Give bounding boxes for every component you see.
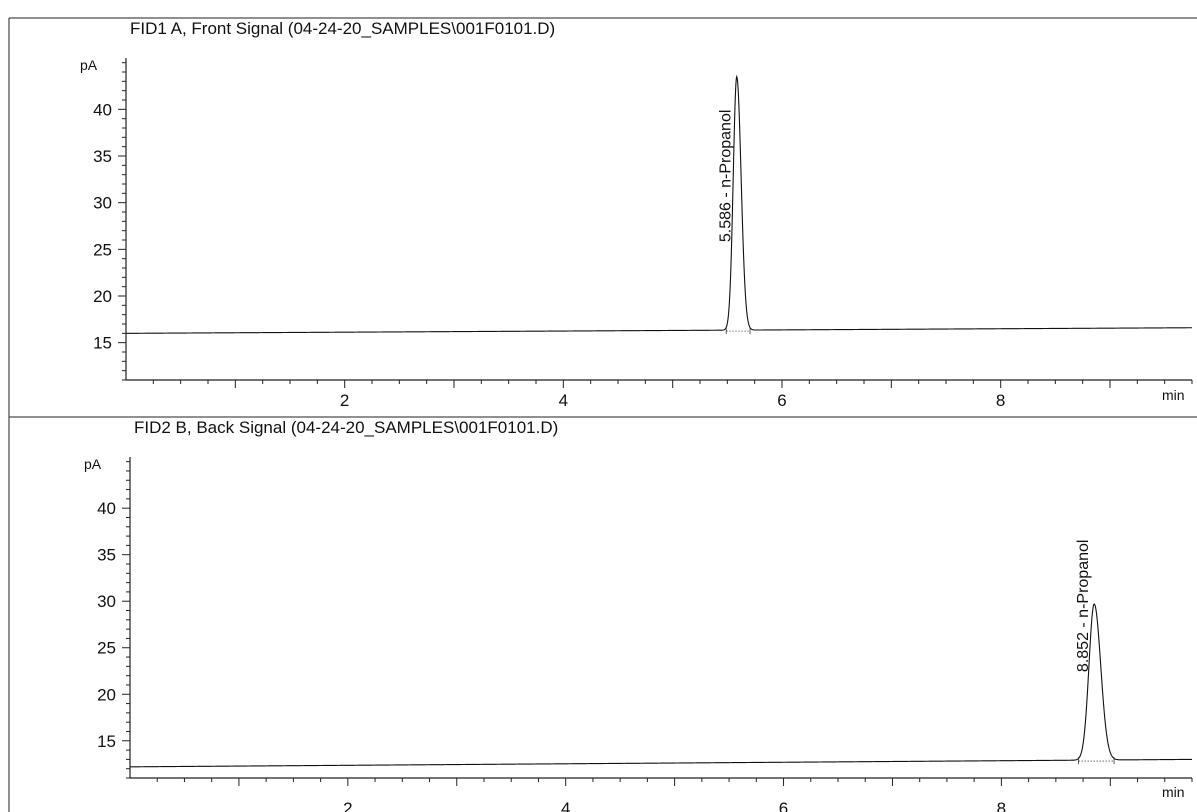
y-tick-label: 20 [93, 287, 112, 306]
x-tick-label: 2 [340, 391, 349, 410]
x-unit-label: min [1162, 784, 1185, 800]
y-tick-label: 30 [97, 592, 116, 611]
x-tick-label: 8 [996, 391, 1005, 410]
front-signal-panel: FID1 A, Front Signal (04-24-20_SAMPLES\0… [80, 19, 1193, 410]
signal-trace [130, 603, 1192, 768]
x-tick-label: 8 [997, 799, 1006, 812]
x-tick-label: 6 [777, 391, 786, 410]
x-tick-label: 4 [559, 391, 568, 410]
x-unit-label: min [1162, 387, 1185, 403]
peak-label: 8.852 - n-Propanol [1075, 540, 1092, 673]
y-tick-label: 35 [93, 147, 112, 166]
y-tick-label: 15 [93, 334, 112, 353]
y-tick-label: 25 [97, 639, 116, 658]
panel-title: FID2 B, Back Signal (04-24-20_SAMPLES\00… [134, 418, 558, 437]
y-tick-label: 20 [97, 685, 116, 704]
panel-title: FID1 A, Front Signal (04-24-20_SAMPLES\0… [130, 19, 555, 38]
peak-label: 5.586 - n-Propanol [718, 110, 735, 243]
y-tick-label: 35 [97, 546, 116, 565]
signal-trace [126, 74, 1193, 334]
x-tick-label: 6 [779, 799, 788, 812]
y-unit-label: pA [84, 456, 102, 472]
y-tick-label: 40 [93, 100, 112, 119]
y-tick-label: 40 [97, 499, 116, 518]
x-tick-label: 2 [343, 799, 352, 812]
back-signal-panel: FID2 B, Back Signal (04-24-20_SAMPLES\00… [84, 418, 1193, 812]
x-tick-label: 4 [561, 799, 570, 812]
y-tick-label: 25 [93, 240, 112, 259]
y-unit-label: pA [80, 57, 98, 73]
y-tick-label: 30 [93, 194, 112, 213]
y-tick-label: 15 [97, 732, 116, 751]
